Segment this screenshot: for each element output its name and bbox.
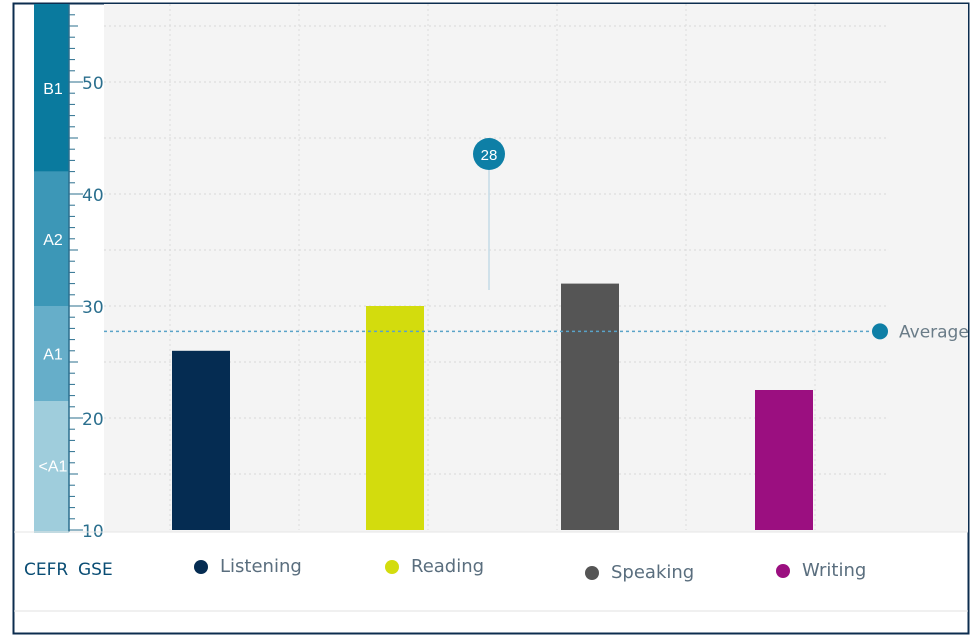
legend-item-writing: Writing: [776, 560, 866, 581]
cefr-band: [34, 401, 69, 530]
legend-label-listening: Listening: [220, 556, 302, 577]
bar-reading: [366, 306, 424, 530]
legend-item-reading: Reading: [385, 556, 484, 577]
legend-swatch-listening: [194, 559, 208, 574]
bar-writing: [755, 390, 813, 530]
cefr-band: [34, 171, 69, 306]
outer-border: [12, 2, 970, 635]
legend-label-speaking: Speaking: [611, 562, 695, 583]
cefr-band-column: <A1 A1 A2 B1: [34, 4, 69, 533]
cefr-band-label: A1: [43, 347, 63, 364]
grid-lines: [104, 4, 888, 530]
cefr-band-label: A2: [43, 232, 63, 249]
legend-swatch-reading: [385, 559, 399, 574]
legend-swatch-speaking: [585, 565, 599, 580]
legend-item-listening: Listening: [194, 556, 302, 577]
legend-label-writing: Writing: [802, 560, 867, 581]
average-line-group: Average 28: [104, 138, 969, 342]
bar-listening: [172, 350, 230, 530]
bar-series: [172, 283, 813, 530]
cefr-band-label: B1: [43, 81, 63, 98]
gse-tick-label: 50: [82, 74, 104, 94]
plot-background: [104, 4, 968, 532]
cefr-band: [34, 4, 69, 172]
gse-tick-label: 40: [82, 186, 104, 206]
gse-label: GSE: [78, 560, 113, 580]
legend-item-speaking: Speaking: [585, 562, 694, 583]
legend-swatch-writing: [776, 563, 790, 578]
cefr-band: [34, 306, 69, 402]
legend-label-reading: Reading: [411, 556, 485, 577]
average-marker-bubble: [473, 138, 505, 170]
cefr-label: CEFR: [24, 560, 69, 580]
average-end-dot: [872, 323, 888, 340]
legend: CEFR GSE Listening Reading Speaking Writ…: [14, 538, 969, 610]
gse-tick-label: 20: [82, 410, 104, 430]
cefr-band-label: <A1: [39, 459, 68, 476]
average-label: Average: [899, 322, 969, 342]
bar-speaking: [561, 283, 619, 530]
gse-tick-label: 30: [82, 298, 104, 318]
average-marker-value: 28: [481, 147, 498, 164]
